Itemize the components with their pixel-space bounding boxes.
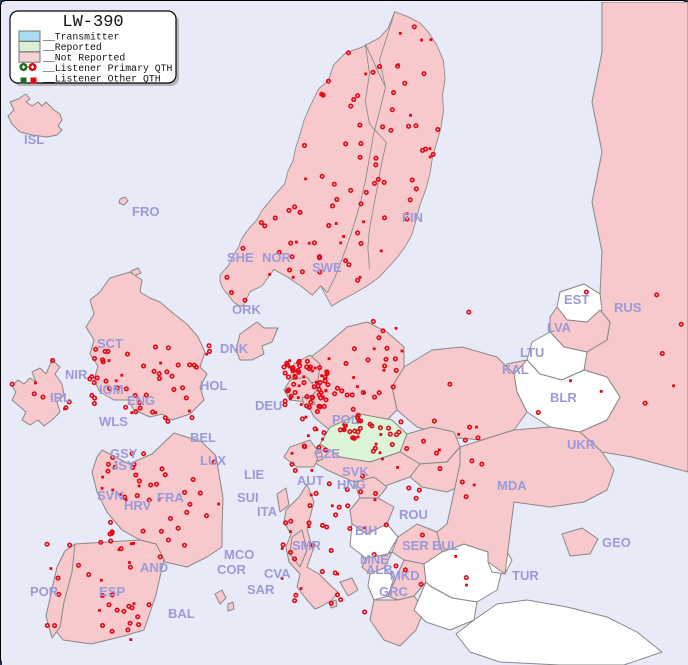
svg-text:UKR: UKR	[567, 437, 596, 452]
svg-text:CZE: CZE	[314, 446, 340, 461]
svg-text:FRO: FRO	[132, 204, 159, 219]
svg-text:MKD: MKD	[390, 568, 420, 583]
svg-text:HRV: HRV	[124, 498, 152, 513]
svg-text:COR: COR	[217, 562, 247, 577]
svg-text:BEL: BEL	[190, 430, 216, 445]
svg-text:ORK: ORK	[232, 302, 262, 317]
svg-text:NOR: NOR	[262, 250, 292, 265]
svg-text:CVA: CVA	[264, 566, 291, 581]
svg-text:SUI: SUI	[237, 490, 259, 505]
svg-text:SAR: SAR	[247, 582, 275, 597]
svg-text:ITA: ITA	[257, 504, 278, 519]
svg-text:__Listener Other QTH: __Listener Other QTH	[42, 74, 161, 85]
svg-text:EST: EST	[564, 292, 589, 307]
svg-text:ALB: ALB	[366, 562, 393, 577]
svg-text:POR: POR	[30, 584, 59, 599]
svg-text:SER: SER	[402, 538, 429, 553]
svg-text:LVA: LVA	[547, 320, 572, 335]
svg-text:SVN: SVN	[97, 488, 124, 503]
svg-text:TUR: TUR	[512, 568, 539, 583]
svg-text:IRL: IRL	[50, 390, 71, 405]
svg-text:DNK: DNK	[220, 341, 249, 356]
svg-text:WLS: WLS	[99, 414, 128, 429]
svg-text:KAL: KAL	[502, 362, 529, 377]
svg-text:AND: AND	[140, 560, 168, 575]
svg-text:ISL: ISL	[24, 132, 44, 147]
svg-text:SHE: SHE	[227, 250, 254, 265]
svg-text:HNG: HNG	[337, 477, 366, 492]
svg-text:BAL: BAL	[168, 606, 195, 621]
svg-text:AUT: AUT	[297, 473, 324, 488]
svg-text:GRC: GRC	[379, 584, 409, 599]
svg-text:NIR: NIR	[65, 367, 88, 382]
svg-text:ENG: ENG	[127, 393, 155, 408]
svg-text:DEU: DEU	[255, 398, 282, 413]
svg-text:POL: POL	[332, 412, 359, 427]
svg-text:FRA: FRA	[157, 490, 184, 505]
svg-text:__Listener Primary QTH: __Listener Primary QTH	[42, 63, 172, 74]
svg-text:__Not Reported: __Not Reported	[42, 53, 125, 64]
svg-text:BUL: BUL	[432, 538, 459, 553]
svg-text:FIN: FIN	[402, 210, 423, 225]
svg-text:SCT: SCT	[97, 336, 123, 351]
svg-text:BLR: BLR	[550, 390, 577, 405]
svg-text:ROU: ROU	[399, 507, 428, 522]
svg-text:ESP: ESP	[99, 584, 125, 599]
svg-text:LW-390: LW-390	[62, 13, 123, 32]
svg-text:SMR: SMR	[292, 538, 322, 553]
svg-text:__Transmitter: __Transmitter	[42, 32, 119, 43]
svg-text:RUS: RUS	[614, 300, 642, 315]
svg-text:LIE: LIE	[244, 467, 265, 482]
svg-text:LUX: LUX	[200, 453, 226, 468]
svg-text:JSY: JSY	[111, 458, 136, 473]
svg-text:SWE: SWE	[312, 260, 342, 275]
svg-text:MCO: MCO	[224, 547, 254, 562]
svg-text:BIH: BIH	[355, 523, 377, 538]
svg-text:MDA: MDA	[497, 478, 527, 493]
svg-text:IOM: IOM	[99, 382, 124, 397]
svg-text:HOL: HOL	[200, 378, 228, 393]
svg-text:__Reported: __Reported	[42, 42, 102, 53]
svg-text:LTU: LTU	[520, 345, 544, 360]
svg-text:GEO: GEO	[602, 535, 631, 550]
